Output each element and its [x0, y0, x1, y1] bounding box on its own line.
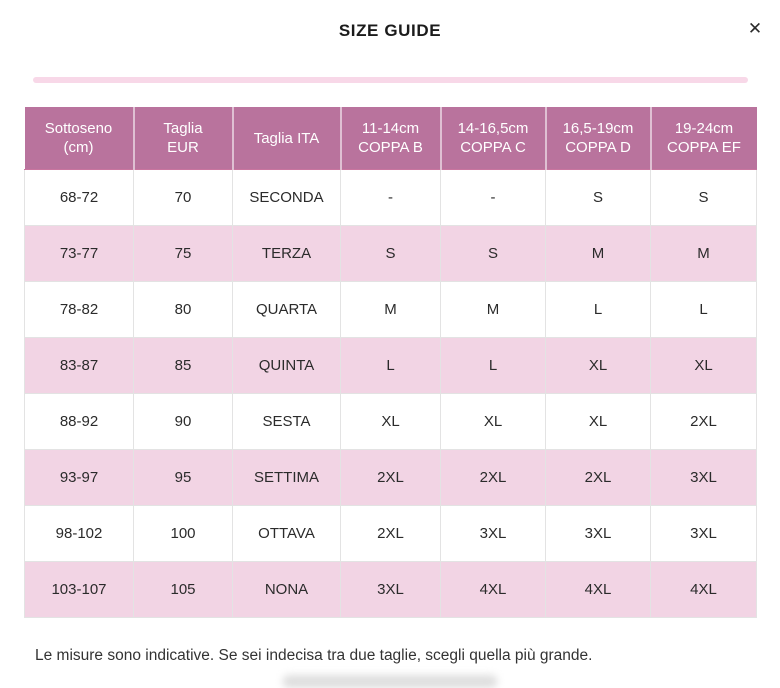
- column-header-line: 14-16,5cm: [457, 120, 529, 137]
- size-note: Le misure sono indicative. Se sei indeci…: [35, 647, 593, 664]
- horizontal-scrollbar[interactable]: [33, 77, 748, 83]
- table-row: 103-107 105 NONA 3XL 4XL 4XL 4XL: [24, 561, 757, 618]
- column-header-taglia-eur: Taglia EUR: [133, 107, 234, 170]
- close-icon: ✕: [747, 19, 763, 39]
- size-cell: 100: [133, 505, 233, 562]
- size-cell: L: [650, 281, 757, 338]
- size-cell: 105: [133, 561, 233, 618]
- size-cell: 95: [133, 449, 233, 506]
- column-header-coppa-b: 11-14cm COPPA B: [340, 107, 442, 170]
- size-cell: L: [440, 337, 546, 394]
- size-cell: M: [545, 225, 651, 282]
- table-header-row: Sottoseno (cm) Taglia EUR Taglia ITA 11-…: [24, 107, 757, 170]
- column-header-line: COPPA C: [460, 139, 526, 156]
- column-header-line: 11-14cm: [361, 120, 420, 137]
- size-cell: XL: [650, 337, 757, 394]
- size-cell: NONA: [232, 561, 341, 618]
- table-row: 78-82 80 QUARTA M M L L: [24, 281, 757, 338]
- column-header-line: 16,5-19cm: [562, 120, 634, 137]
- size-cell: 4XL: [440, 561, 546, 618]
- size-cell: 2XL: [650, 393, 757, 450]
- table-row: 68-72 70 SECONDA - - S S: [24, 169, 757, 226]
- size-cell: QUINTA: [232, 337, 341, 394]
- size-cell: SECONDA: [232, 169, 341, 226]
- size-cell: SETTIMA: [232, 449, 341, 506]
- column-header-sottoseno: Sottoseno (cm): [24, 107, 135, 170]
- size-cell: 83-87: [24, 337, 134, 394]
- size-cell: 93-97: [24, 449, 134, 506]
- size-cell: 2XL: [340, 505, 441, 562]
- size-cell: 85: [133, 337, 233, 394]
- size-cell: 78-82: [24, 281, 134, 338]
- size-cell: L: [340, 337, 441, 394]
- table-row: 83-87 85 QUINTA L L XL XL: [24, 337, 757, 394]
- size-cell: XL: [545, 337, 651, 394]
- column-header-line: COPPA EF: [667, 139, 741, 156]
- table-row: 93-97 95 SETTIMA 2XL 2XL 2XL 3XL: [24, 449, 757, 506]
- column-header-line: COPPA D: [565, 139, 631, 156]
- size-cell: 75: [133, 225, 233, 282]
- column-header-line: 19-24cm: [674, 120, 734, 137]
- size-cell: 2XL: [340, 449, 441, 506]
- column-header-line: Taglia: [163, 120, 203, 137]
- column-header-line: Taglia ITA: [253, 129, 320, 147]
- table-row: 98-102 100 OTTAVA 2XL 3XL 3XL 3XL: [24, 505, 757, 562]
- size-cell: S: [440, 225, 546, 282]
- size-cell: 68-72: [24, 169, 134, 226]
- column-header-coppa-d: 16,5-19cm COPPA D: [545, 107, 652, 170]
- table-row: 88-92 90 SESTA XL XL XL 2XL: [24, 393, 757, 450]
- column-header-line: COPPA B: [358, 139, 423, 156]
- column-header-coppa-ef: 19-24cm COPPA EF: [650, 107, 757, 170]
- size-table: Sottoseno (cm) Taglia EUR Taglia ITA 11-…: [24, 107, 757, 618]
- table-row: 73-77 75 TERZA S S M M: [24, 225, 757, 282]
- size-cell: S: [340, 225, 441, 282]
- size-cell: 2XL: [440, 449, 546, 506]
- size-cell: M: [650, 225, 757, 282]
- size-cell: XL: [440, 393, 546, 450]
- size-cell: 80: [133, 281, 233, 338]
- size-cell: 70: [133, 169, 233, 226]
- size-cell: XL: [545, 393, 651, 450]
- column-header-coppa-c: 14-16,5cm COPPA C: [440, 107, 547, 170]
- size-cell: -: [440, 169, 546, 226]
- size-cell: XL: [340, 393, 441, 450]
- column-header-line: EUR: [167, 139, 199, 156]
- size-cell: -: [340, 169, 441, 226]
- size-cell: OTTAVA: [232, 505, 341, 562]
- size-cell: 2XL: [545, 449, 651, 506]
- size-cell: 4XL: [545, 561, 651, 618]
- size-cell: 3XL: [650, 449, 757, 506]
- size-cell: 3XL: [340, 561, 441, 618]
- size-cell: 3XL: [440, 505, 546, 562]
- size-cell: QUARTA: [232, 281, 341, 338]
- size-cell: 90: [133, 393, 233, 450]
- size-cell: M: [340, 281, 441, 338]
- column-header-line: (cm): [63, 139, 94, 156]
- size-cell: TERZA: [232, 225, 341, 282]
- size-cell: 3XL: [650, 505, 757, 562]
- size-cell: 73-77: [24, 225, 134, 282]
- size-cell: 88-92: [24, 393, 134, 450]
- size-cell: 4XL: [650, 561, 757, 618]
- size-cell: 98-102: [24, 505, 134, 562]
- column-header-taglia-ita: Taglia ITA: [232, 107, 342, 170]
- close-button[interactable]: ✕: [740, 14, 770, 44]
- size-cell: 103-107: [24, 561, 134, 618]
- size-cell: L: [545, 281, 651, 338]
- size-cell: SESTA: [232, 393, 341, 450]
- size-cell: S: [545, 169, 651, 226]
- size-cell: 3XL: [545, 505, 651, 562]
- size-cell: M: [440, 281, 546, 338]
- column-header-line: Sottoseno: [44, 120, 113, 137]
- modal-title: SIZE GUIDE: [338, 21, 442, 40]
- size-cell: S: [650, 169, 757, 226]
